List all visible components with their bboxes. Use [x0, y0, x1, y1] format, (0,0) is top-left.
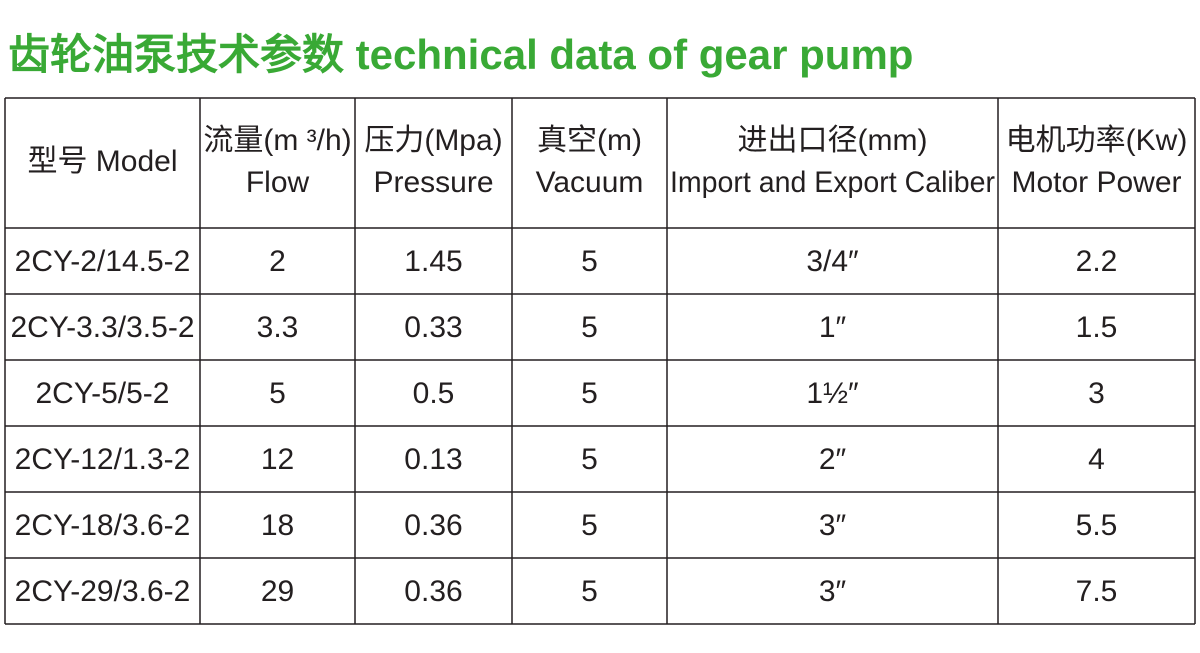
cell-text: 2CY-18/3.6-2 [15, 509, 191, 542]
cell-text: 5 [581, 443, 598, 476]
cell-text: 1″ [819, 311, 847, 344]
header-text: 流量(m ³/h) [203, 124, 351, 157]
cell-text: 18 [261, 509, 294, 542]
cell-text: 29 [261, 575, 294, 608]
cell-text: 3″ [819, 509, 847, 542]
header-text: Vacuum [536, 166, 644, 199]
cell-text: 4 [1088, 443, 1105, 476]
cell-text: 1.5 [1076, 311, 1118, 344]
header-text: Pressure [373, 166, 493, 199]
cell-text: 3 [1088, 377, 1105, 410]
cell-text: 5 [581, 575, 598, 608]
cell-text: 2CY-3.3/3.5-2 [10, 311, 194, 344]
cell-text: 2CY-2/14.5-2 [15, 245, 191, 278]
cell-text: 1½″ [806, 377, 859, 410]
cell-text: 0.36 [404, 575, 462, 608]
cell-text: 3/4″ [806, 245, 859, 278]
cell-text: 5.5 [1076, 509, 1118, 542]
cell-text: 12 [261, 443, 294, 476]
cell-text: 2CY-5/5-2 [36, 377, 170, 410]
header-text: Motor Power [1011, 166, 1181, 199]
cell-text: 0.13 [404, 443, 462, 476]
header-text: 型号 Model [27, 145, 177, 178]
title: 齿轮油泵技术参数 technical data of gear pump [8, 31, 913, 78]
cell-text: 0.5 [413, 377, 455, 410]
cell-text: 5 [269, 377, 286, 410]
cell-text: 2″ [819, 443, 847, 476]
header-text: 电机功率(Kw) [1006, 124, 1188, 157]
cell-text: 2CY-12/1.3-2 [15, 443, 191, 476]
header-text: Import and Export Caliber [670, 166, 995, 199]
header-text: 进出口径(mm) [738, 124, 928, 157]
cell-text: 1.45 [404, 245, 462, 278]
cell-text: 0.33 [404, 311, 462, 344]
cell-text: 5 [581, 245, 598, 278]
header-text: 真空(m) [537, 124, 642, 157]
cell-text: 3″ [819, 575, 847, 608]
header-text: Flow [246, 166, 310, 199]
cell-text: 2CY-29/3.6-2 [15, 575, 191, 608]
cell-text: 2.2 [1076, 245, 1118, 278]
cell-text: 5 [581, 311, 598, 344]
cell-text: 0.36 [404, 509, 462, 542]
cell-text: 5 [581, 509, 598, 542]
cell-text: 3.3 [257, 311, 299, 344]
cell-text: 7.5 [1076, 575, 1118, 608]
cell-text: 5 [581, 377, 598, 410]
cell-text: 2 [269, 245, 286, 278]
header-text: 压力(Mpa) [364, 124, 502, 157]
